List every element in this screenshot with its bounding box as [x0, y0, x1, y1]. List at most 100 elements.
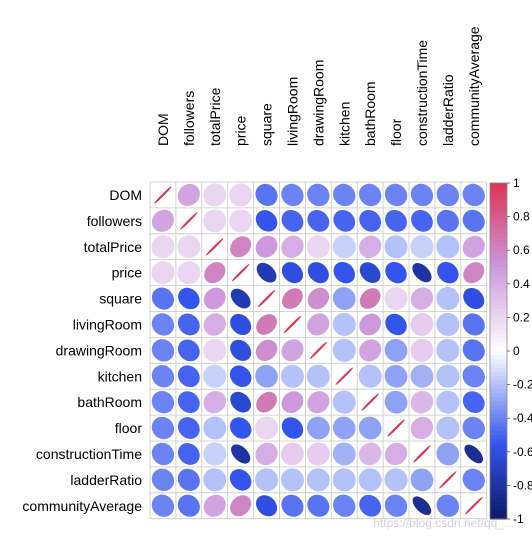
cell-constructionTime-price: [231, 444, 251, 464]
cell-floor-livingRoom: [281, 417, 304, 439]
cell-DOM-kitchen: [333, 183, 356, 207]
cell-drawingRoom-drawingRoom: [309, 341, 328, 360]
cell-bathRoom-bathRoom: [361, 393, 379, 411]
column-label-price: price: [233, 115, 249, 146]
colorbar-segment: [490, 271, 507, 276]
cell-constructionTime-constructionTime: [413, 445, 431, 463]
cell-bathRoom-price: [230, 391, 252, 413]
colorbar-tick-label: 0.8: [513, 210, 530, 224]
cell-kitchen-square: [255, 364, 278, 388]
cell-square-livingRoom: [282, 288, 303, 309]
colorbar-segment: [490, 401, 507, 407]
colorbar-segment: [490, 334, 507, 339]
colorbar-segment: [490, 460, 507, 465]
cell-ladderRatio-livingRoom: [280, 468, 304, 492]
colorbar-segment: [490, 414, 507, 419]
colorbar-segment: [490, 317, 507, 323]
colorbar-segment: [490, 409, 507, 415]
cell-DOM-communityAverage: [462, 183, 485, 207]
cell-livingRoom-bathRoom: [359, 313, 382, 336]
colorbar-segment: [490, 258, 507, 264]
cell-kitchen-DOM: [151, 365, 175, 388]
colorbar-segment: [490, 254, 507, 260]
colorbar-tick-label: 0.4: [513, 277, 530, 291]
colorbar-tick-label: 0.2: [513, 310, 530, 324]
cell-communityAverage-DOM: [151, 494, 175, 517]
colorbar-segment: [490, 439, 507, 444]
cell-totalPrice-ladderRatio: [436, 235, 460, 259]
cell-totalPrice-totalPrice: [205, 237, 224, 256]
cell-bathRoom-livingRoom: [281, 391, 304, 414]
cell-price-ladderRatio: [437, 261, 459, 284]
cell-communityAverage-price: [230, 495, 252, 517]
colorbar-segment: [490, 225, 507, 230]
colorbar-segment: [490, 250, 507, 255]
cell-bathRoom-kitchen: [332, 390, 356, 414]
cell-constructionTime-followers: [177, 443, 200, 465]
cell-ladderRatio-communityAverage: [462, 468, 485, 492]
colorbar-segment: [490, 477, 507, 482]
row-label-constructionTime: constructionTime: [36, 446, 142, 462]
cell-constructionTime-ladderRatio: [436, 442, 460, 466]
cell-followers-floor: [385, 209, 407, 232]
colorbar-segment: [490, 367, 507, 373]
cell-price-square: [256, 262, 277, 283]
cell-totalPrice-kitchen: [332, 235, 356, 259]
cell-price-constructionTime: [412, 263, 432, 283]
cell-floor-square: [255, 416, 279, 440]
colorbar-tick-label: -1: [513, 512, 524, 526]
cell-square-kitchen: [332, 287, 356, 310]
cell-totalPrice-price: [230, 236, 252, 258]
colorbar-segment: [490, 376, 507, 381]
cell-totalPrice-livingRoom: [281, 235, 304, 258]
cell-constructionTime-bathRoom: [358, 442, 382, 466]
cell-livingRoom-price: [230, 313, 252, 336]
cell-floor-constructionTime: [410, 416, 434, 440]
colorbar-segment: [490, 183, 507, 188]
cell-communityAverage-livingRoom: [281, 494, 304, 517]
cell-bathRoom-constructionTime: [410, 390, 434, 414]
row-label-totalPrice: totalPrice: [84, 239, 143, 255]
cell-kitchen-communityAverage: [462, 365, 485, 388]
cell-floor-drawingRoom: [306, 416, 330, 440]
cell-totalPrice-drawingRoom: [306, 235, 330, 259]
colorbar-segment: [490, 388, 507, 394]
colorbar-segment: [490, 309, 507, 314]
cell-price-DOM: [151, 261, 175, 285]
cell-livingRoom-constructionTime: [410, 312, 434, 336]
cell-followers-DOM: [151, 209, 174, 232]
cell-followers-totalPrice: [203, 209, 227, 233]
colorbar-segment: [490, 468, 507, 474]
colorbar-segment: [490, 296, 507, 302]
cell-communityAverage-communityAverage: [464, 496, 483, 515]
cell-followers-ladderRatio: [436, 209, 459, 232]
cell-livingRoom-floor: [385, 313, 407, 336]
cell-drawingRoom-price: [230, 339, 252, 361]
colorbar-segment: [490, 405, 507, 411]
cell-drawingRoom-communityAverage: [462, 339, 485, 362]
cell-DOM-DOM: [154, 186, 172, 204]
column-label-DOM: DOM: [155, 113, 171, 146]
cell-kitchen-bathRoom: [358, 364, 382, 388]
cell-livingRoom-totalPrice: [203, 313, 226, 336]
cell-price-bathRoom: [359, 262, 381, 284]
row-label-ladderRatio: ladderRatio: [70, 472, 142, 488]
cell-ladderRatio-price: [229, 469, 252, 491]
cell-drawingRoom-followers: [177, 339, 200, 362]
cell-kitchen-drawingRoom: [306, 364, 330, 388]
colorbar-segment: [490, 514, 507, 520]
colorbar-segment: [490, 472, 507, 478]
cell-totalPrice-constructionTime: [410, 235, 434, 259]
cell-floor-price: [229, 417, 252, 439]
cell-constructionTime-floor: [384, 442, 408, 466]
cell-square-square: [257, 289, 276, 308]
colorbar-segment: [490, 216, 507, 222]
colorbar-segment: [490, 195, 507, 201]
cell-drawingRoom-square: [255, 339, 278, 362]
colorbar-segment: [490, 464, 507, 470]
colorbar-segment: [490, 246, 507, 251]
cell-communityAverage-square: [255, 495, 278, 517]
row-label-floor: floor: [115, 420, 143, 436]
cell-communityAverage-followers: [177, 494, 200, 517]
